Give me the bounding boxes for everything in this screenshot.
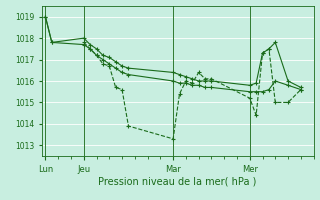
X-axis label: Pression niveau de la mer( hPa ): Pression niveau de la mer( hPa ): [99, 177, 257, 187]
